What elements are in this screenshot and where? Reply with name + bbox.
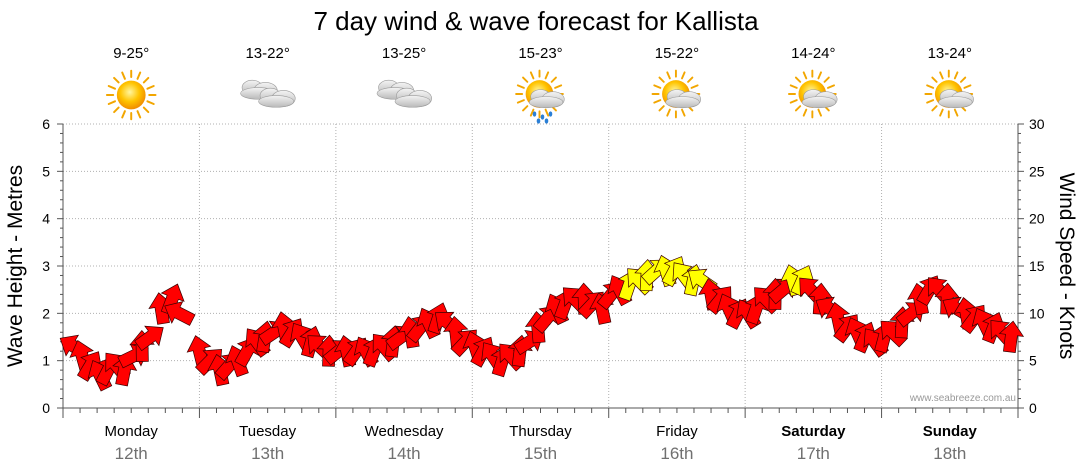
temperature-label: 13-25° — [382, 45, 426, 62]
chart-title: 7 day wind & wave forecast for Kallista — [313, 6, 759, 36]
weather-sunny-icon — [105, 69, 157, 121]
right-tick-label: 30 — [1029, 116, 1045, 132]
day-date-label: 17th — [797, 444, 830, 463]
weather-row: 9-25° 13-22° 13-25° 15-23° 15-22° 14-24° 13-24… — [105, 45, 974, 124]
weather-sun-rain-icon — [515, 69, 565, 124]
wind-arrows — [59, 254, 1025, 392]
right-tick-label: 20 — [1029, 211, 1045, 227]
left-tick-label: 1 — [42, 353, 50, 369]
temperature-label: 14-24° — [791, 45, 835, 62]
temperature-label: 13-22° — [245, 45, 289, 62]
day-name-label: Monday — [105, 423, 159, 440]
temperature-label: 15-22° — [655, 45, 699, 62]
left-tick-label: 0 — [42, 400, 50, 416]
day-name-label: Saturday — [781, 423, 846, 440]
y-axis-left-label: Wave Height - Metres — [4, 165, 27, 367]
right-tick-label: 0 — [1029, 400, 1037, 416]
right-tick-label: 10 — [1029, 305, 1045, 321]
right-tick-label: 25 — [1029, 163, 1045, 179]
day-date-label: 16th — [660, 444, 693, 463]
day-date-label: 12th — [115, 444, 148, 463]
day-date-label: 13th — [251, 444, 284, 463]
left-tick-label: 3 — [42, 258, 50, 274]
watermark: www.seabreeze.com.au — [909, 393, 1016, 404]
day-date-label: 15th — [524, 444, 557, 463]
day-name-label: Sunday — [923, 423, 978, 440]
weather-partly-cloudy-icon — [651, 69, 702, 119]
x-axis: Monday 12th Tuesday 13th Wednesday 14th Thursd… — [62, 407, 1019, 463]
weather-cloudy-icon — [240, 79, 296, 108]
right-axis: 0 5 10 15 20 25 30 — [1017, 116, 1045, 416]
wind-arrow-point — [134, 325, 164, 352]
weather-partly-cloudy-icon — [924, 69, 974, 119]
wind-arrow-point — [76, 351, 103, 382]
wind-arrow-point — [164, 301, 196, 326]
temperature-label: 15-23° — [518, 45, 562, 62]
right-tick-label: 5 — [1029, 353, 1037, 369]
wind-arrow-point — [706, 286, 732, 316]
weather-cloudy-icon — [376, 79, 432, 108]
left-tick-label: 4 — [42, 211, 50, 227]
day-name-label: Wednesday — [365, 423, 444, 440]
left-tick-label: 2 — [42, 305, 50, 321]
temperature-label: 9-25° — [113, 45, 149, 62]
right-tick-label: 15 — [1029, 258, 1045, 274]
grid-lines — [63, 123, 1018, 408]
left-axis: 0 1 2 3 4 5 6 — [42, 116, 64, 416]
left-tick-label: 6 — [42, 116, 50, 132]
day-name-label: Friday — [656, 423, 698, 440]
wind-arrow-point — [998, 320, 1025, 354]
day-date-label: 14th — [388, 444, 421, 463]
day-name-label: Thursday — [509, 423, 572, 440]
day-date-label: 18th — [933, 444, 966, 463]
temperature-label: 13-24° — [928, 45, 972, 62]
weather-partly-cloudy-icon — [788, 69, 838, 119]
day-name-label: Tuesday — [239, 423, 296, 440]
y-axis-right-label: Wind Speed - Knots — [1055, 173, 1078, 360]
left-tick-label: 5 — [42, 163, 50, 179]
